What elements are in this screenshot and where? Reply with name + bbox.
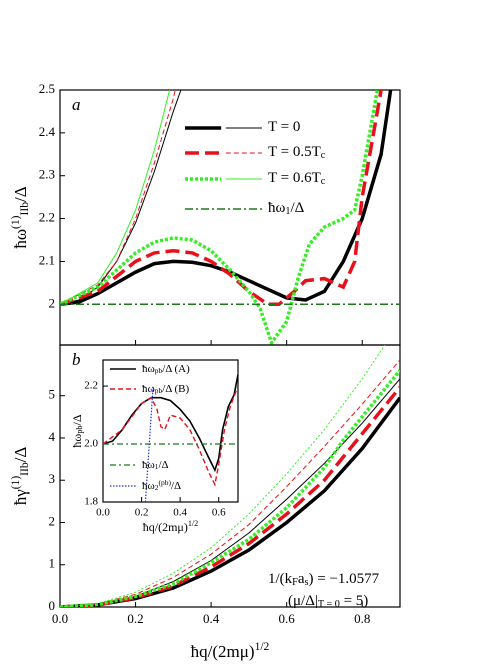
legend-label-part: /Δ (B): [162, 383, 189, 395]
x-axis-label-part: ħq/(2mμ): [191, 642, 255, 661]
y-tick-label: 2: [49, 513, 56, 528]
x-tick-label: 0.2: [127, 611, 143, 626]
x-tick-label: 0.4: [203, 611, 220, 626]
series-line: [60, 90, 171, 305]
y-axis-label-part: ħγ: [11, 489, 30, 506]
legend-label-part: 1: [155, 462, 159, 471]
series-line: [60, 90, 380, 345]
legend-label-part: c: [321, 176, 326, 187]
y-tick-label: 1.8: [84, 496, 98, 508]
legend-label-part: 1: [285, 206, 290, 217]
y-axis-label-part: ħω: [70, 434, 84, 448]
panel-label: b: [72, 350, 81, 369]
y-axis-label-part: (1): [9, 476, 22, 490]
series-line: [60, 386, 400, 607]
legend-label-part: pb: [155, 366, 163, 375]
y-axis-label-part: IIb: [18, 202, 31, 216]
legend-label-part: pb: [155, 386, 163, 395]
legend-label: ħωpb/Δ (A): [142, 363, 190, 375]
legend-label: ħω1/Δ: [142, 459, 169, 471]
x-tick-label: 0.6: [212, 507, 226, 519]
legend-label-part: ħω: [268, 200, 286, 216]
x-tick-label: 0.8: [354, 611, 370, 626]
x-tick-label: 0.6: [279, 611, 296, 626]
x-axis-label-part: 1/2: [188, 519, 198, 528]
legend-label: T = 0.5Tc: [268, 144, 326, 161]
series-line: [103, 385, 238, 487]
y-tick-label: 2.3: [39, 167, 55, 182]
annotation-part: = 5): [340, 593, 368, 609]
legend-label: T = 0: [268, 119, 300, 135]
x-axis-label: ħq/(2mμ)1/2: [191, 640, 270, 661]
legend-label-part: T = 0: [268, 119, 300, 135]
legend-label-part: T = 0.5T: [268, 144, 321, 160]
legend-label-part: /Δ: [290, 200, 304, 216]
y-axis-label-part: (1): [9, 215, 22, 229]
y-tick-label: 2.5: [39, 81, 55, 96]
x-axis-label-part: ħq/(2mμ): [143, 520, 188, 534]
legend-label-part: ħω: [142, 383, 155, 395]
x-tick-label: 0.0: [52, 611, 68, 626]
plot-frame: [59, 344, 401, 608]
annotation-part: (μ/Δ|: [288, 593, 318, 609]
y-axis-label-part: IIb: [18, 462, 31, 476]
x-axis-label-part: 1/2: [255, 640, 270, 653]
y-axis-label: ħγ(1)IIb/Δ: [9, 447, 31, 506]
y-tick-label: 3: [49, 471, 56, 486]
y-axis-label: ħω(1)IIb/Δ: [9, 186, 31, 248]
legend-label-part: /Δ (A): [162, 363, 190, 375]
legend-label-part: c: [321, 150, 326, 161]
x-tick-label: 0.0: [96, 507, 110, 519]
legend-label: ħωpb/Δ (B): [142, 383, 189, 395]
y-tick-label: 2.1: [39, 252, 55, 267]
y-axis-label: ħωpb/Δ: [70, 414, 85, 447]
series-line: [60, 369, 400, 607]
y-tick-label: 2.4: [39, 124, 56, 139]
legend-label-part: T = 0.6T: [268, 170, 321, 186]
annotation-part: s: [305, 577, 309, 588]
y-tick-label: 2.2: [39, 210, 55, 225]
annotation: 1/(kFas) = −1.0577: [268, 571, 380, 588]
annotation-part: T = 0: [318, 599, 340, 610]
x-tick-label: 0.4: [173, 507, 187, 519]
legend-label-part: ħω: [142, 480, 155, 492]
y-axis-label-part: /Δ: [70, 414, 84, 425]
series-line: [60, 90, 176, 305]
annotation: (μ/Δ|T = 0 = 5): [288, 593, 368, 610]
legend-label-part: /Δ: [171, 480, 181, 492]
legend-label: T = 0.6Tc: [268, 170, 326, 187]
annotation-part: a: [298, 571, 305, 587]
legend-label-part: /Δ: [158, 459, 168, 471]
y-axis-label-part: /Δ: [11, 447, 30, 463]
legend-label-part: ħω: [142, 363, 155, 375]
annotation-part: F: [292, 577, 298, 588]
y-axis-label-part: ħω: [11, 229, 30, 249]
series-line: [60, 90, 383, 307]
legend-label: ħω2(pb)/Δ: [142, 478, 181, 492]
series-line: [144, 386, 154, 502]
y-tick-label: 1: [49, 556, 56, 571]
y-axis-label-part: /Δ: [11, 186, 30, 202]
legend-label-part: ħω: [142, 459, 155, 471]
y-tick-label: 2: [49, 295, 56, 310]
x-tick-label: 0.2: [135, 507, 149, 519]
y-tick-label: 0: [49, 598, 56, 613]
series-line: [60, 345, 386, 607]
legend-label-part: (pb): [158, 478, 171, 487]
panel-label: a: [72, 95, 81, 114]
y-tick-label: 2.2: [84, 380, 98, 392]
y-axis-label-part: pb: [75, 426, 84, 434]
legend-label: ħω1/Δ: [268, 200, 305, 217]
annotation-part: 1/(k: [268, 571, 293, 587]
annotation-part: ) = −1.0577: [308, 571, 379, 587]
y-tick-label: 2.0: [84, 438, 98, 450]
y-tick-label: 4: [49, 429, 56, 444]
legend-label-part: 2: [155, 483, 159, 492]
x-axis-label: ħq/(2mμ)1/2: [143, 519, 199, 533]
series-line: [103, 374, 238, 473]
y-tick-label: 5: [49, 387, 56, 402]
